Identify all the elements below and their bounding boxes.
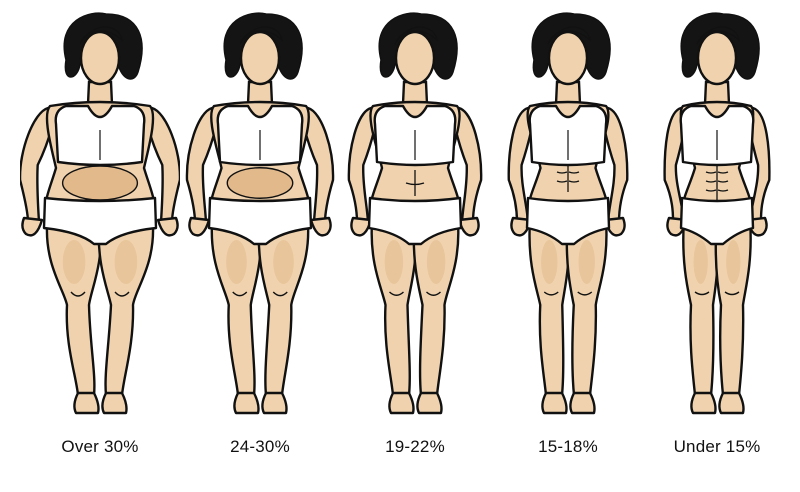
body-figure-illustration: [185, 12, 335, 415]
thigh-shading: [693, 240, 708, 284]
neck: [246, 80, 274, 106]
knee-line: [272, 291, 288, 297]
thigh-shading: [726, 240, 741, 284]
thigh-shading: [226, 240, 247, 284]
neck: [401, 80, 429, 106]
foot: [690, 391, 717, 415]
foot: [416, 391, 443, 415]
figure-24-30: 24-30%: [180, 0, 340, 492]
figure-caption: 15-18%: [538, 437, 598, 456]
thigh-shading: [426, 240, 446, 284]
underwear: [525, 196, 611, 246]
belly-roll: [226, 167, 294, 199]
foot: [101, 391, 128, 415]
thigh-shading: [114, 240, 138, 284]
figure-caption: Over 30%: [61, 437, 139, 456]
body-figure-illustration: [20, 12, 180, 415]
foot: [718, 391, 745, 415]
ab-definition: [705, 180, 729, 183]
face: [394, 30, 436, 86]
face: [239, 30, 281, 86]
knee-line: [232, 291, 248, 297]
knee-line: [694, 291, 710, 296]
knee-line: [70, 291, 86, 297]
neck: [703, 80, 731, 106]
body-figure-illustration: [663, 12, 771, 415]
ab-definition: [556, 180, 580, 183]
foot: [388, 391, 415, 415]
ab-definition: [705, 171, 729, 174]
hand: [309, 216, 332, 237]
neck: [554, 80, 582, 106]
neck: [86, 80, 114, 106]
underwear: [207, 196, 313, 246]
underwear: [367, 196, 463, 246]
hand: [350, 216, 373, 237]
underwear: [42, 196, 158, 246]
foot: [541, 391, 568, 415]
knee-line: [426, 291, 441, 296]
hair-fringe: [696, 26, 740, 45]
figure-caption: 19-22%: [385, 437, 445, 456]
hair-fringe: [547, 26, 591, 45]
face: [696, 30, 738, 86]
figure-over-30: Over 30%: [20, 0, 180, 492]
face: [547, 30, 589, 86]
hand: [156, 216, 179, 237]
knee-line: [724, 291, 740, 296]
face: [79, 30, 121, 86]
thigh-shading: [578, 240, 595, 284]
knee-line: [114, 291, 130, 297]
knee-line: [543, 291, 559, 296]
foot: [73, 391, 100, 415]
hand: [21, 216, 44, 237]
ab-definition: [556, 171, 580, 174]
hand: [457, 216, 480, 237]
thigh-shading: [273, 240, 294, 284]
foot: [569, 391, 596, 415]
belly-roll: [61, 165, 139, 201]
figure-15-18: 15-18%: [488, 0, 648, 492]
figure-19-22: 19-22%: [335, 0, 495, 492]
hair-fringe: [394, 26, 438, 45]
foot: [261, 391, 288, 415]
thigh-shading: [541, 240, 558, 284]
knee-line: [577, 291, 593, 296]
foot: [233, 391, 260, 415]
figure-caption: Under 15%: [673, 437, 761, 456]
ab-definition: [705, 189, 729, 192]
thigh-shading: [384, 240, 404, 284]
knee-line: [389, 291, 404, 296]
hair-fringe: [79, 26, 123, 45]
body-figure-illustration: [347, 12, 483, 415]
body-figure-illustration: [507, 12, 629, 415]
abdominal-line: [405, 170, 425, 196]
underwear: [679, 196, 755, 246]
hair-fringe: [239, 26, 283, 45]
figure-under-15: Under 15%: [637, 0, 797, 492]
hand: [188, 216, 211, 237]
thigh-shading: [62, 240, 86, 284]
figure-caption: 24-30%: [230, 437, 290, 456]
